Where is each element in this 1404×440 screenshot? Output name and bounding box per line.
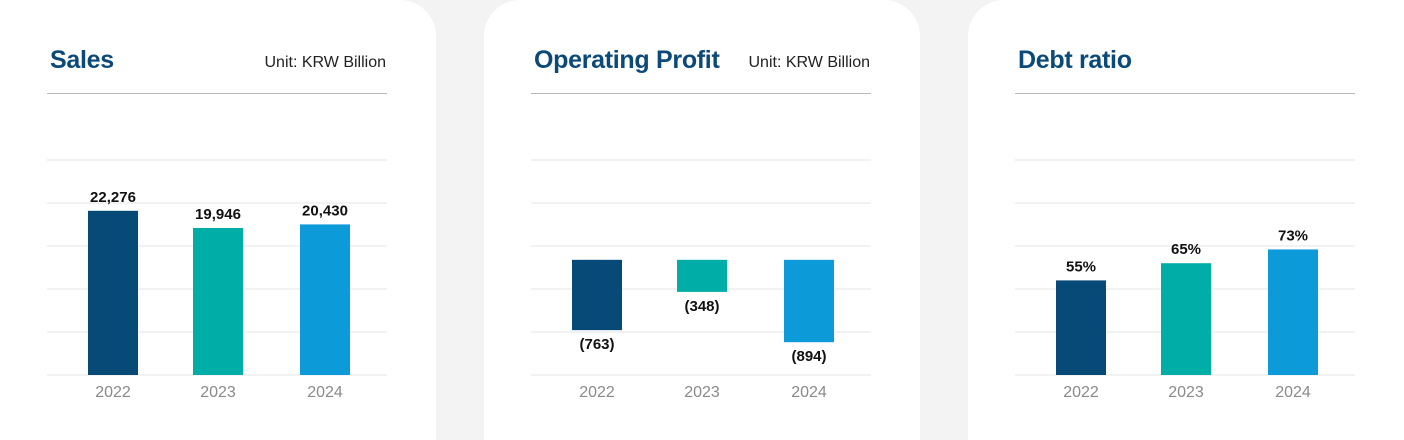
operating-profit-chart: (763) 2022 (348) 2023 (894) 2024 <box>531 159 871 401</box>
sales-value-label: 22,276 <box>90 189 136 206</box>
operating-profit-unit: Unit: KRW Billion <box>748 54 870 71</box>
sales-bar-2024 <box>300 224 350 375</box>
debt-ratio-chart: 55% 2022 65% 2023 73% 2024 <box>1015 159 1355 401</box>
sales-bar-2023 <box>193 227 243 375</box>
sales-chart: 22,276 2022 19,946 2023 20,430 2024 <box>47 159 387 401</box>
operating-profit-bar-2022 <box>572 259 622 331</box>
debt-ratio-bar-2022 <box>1056 280 1106 375</box>
operating-profit-card: Operating Profit Unit: KRW Billion (763)… <box>484 0 920 440</box>
sales-divider <box>47 93 387 94</box>
sales-x-tick-label: 2022 <box>95 384 131 401</box>
debt-ratio-divider <box>1015 93 1355 94</box>
debt-ratio-value-label: 65% <box>1171 241 1201 258</box>
operating-profit-divider <box>531 93 871 94</box>
debt-ratio-card: Debt ratio 55% 2022 65% 2023 73% 2024 <box>968 0 1404 440</box>
sales-card: Sales Unit: KRW Billion 22,276 2022 19,946… <box>0 0 436 440</box>
sales-x-tick-label: 2024 <box>307 384 343 401</box>
debt-ratio-x-tick-label: 2022 <box>1063 384 1099 401</box>
operating-profit-x-tick-label: 2023 <box>684 384 720 401</box>
sales-unit: Unit: KRW Billion <box>264 54 386 71</box>
operating-profit-value-label: (763) <box>579 336 614 353</box>
operating-profit-value-label: (894) <box>791 348 826 365</box>
debt-ratio-bar-2024 <box>1268 249 1318 375</box>
debt-ratio-x-tick-label: 2024 <box>1275 384 1311 401</box>
sales-bar-2022 <box>88 210 138 375</box>
sales-x-tick-label: 2023 <box>200 384 236 401</box>
operating-profit-bar-2023 <box>677 259 727 292</box>
operating-profit-value-label: (348) <box>684 298 719 315</box>
operating-profit-x-tick-label: 2024 <box>791 384 827 401</box>
operating-profit-x-tick-label: 2022 <box>579 384 615 401</box>
sales-value-label: 20,430 <box>302 202 348 219</box>
debt-ratio-x-tick-label: 2023 <box>1168 384 1204 401</box>
sales-value-label: 19,946 <box>195 206 241 223</box>
sales-title: Sales <box>50 46 114 74</box>
operating-profit-bar-2024 <box>784 259 834 343</box>
debt-ratio-bar-2023 <box>1161 263 1211 375</box>
debt-ratio-value-label: 73% <box>1278 227 1308 244</box>
debt-ratio-title: Debt ratio <box>1018 46 1132 74</box>
debt-ratio-value-label: 55% <box>1066 258 1096 275</box>
operating-profit-title: Operating Profit <box>534 46 720 74</box>
